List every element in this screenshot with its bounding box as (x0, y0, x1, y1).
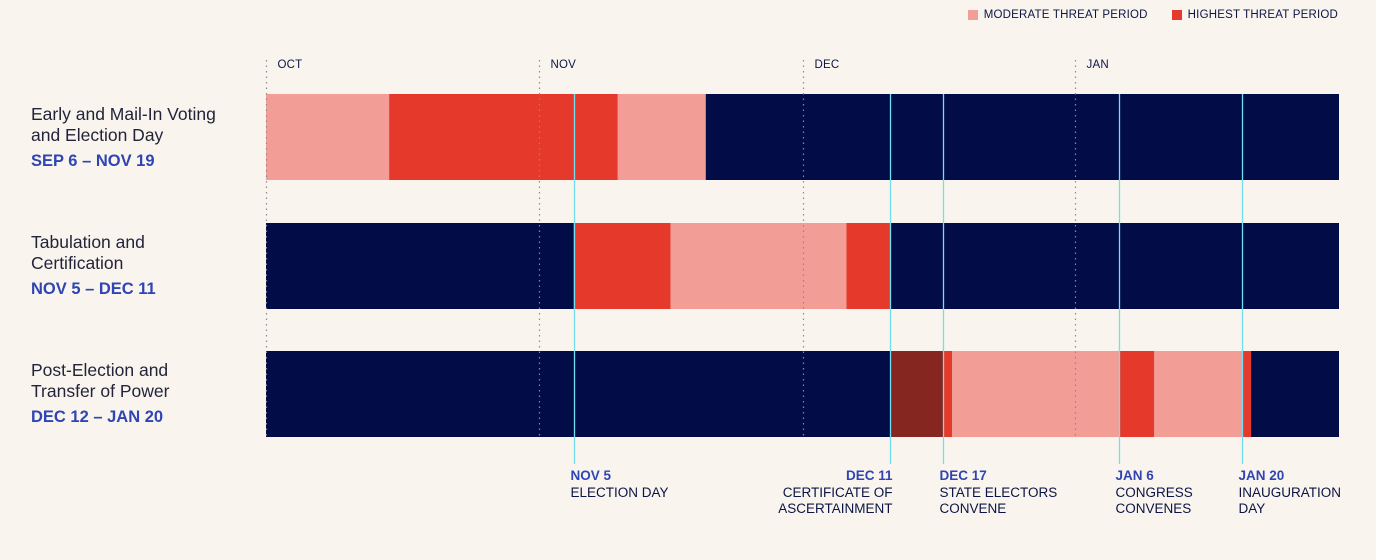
event-description: STATE ELECTORS (940, 485, 1058, 500)
highest-swatch (1171, 10, 1182, 20)
bar-segment-highest (943, 351, 953, 437)
bar-segment-moderate (952, 351, 1120, 437)
row-title-line: Transfer of Power (31, 381, 170, 401)
event-date-label: JAN 20 (1239, 468, 1285, 483)
row-date-range: SEP 6 – NOV 19 (31, 152, 155, 170)
event-description: CERTIFICATE OF (783, 485, 893, 500)
row-title-line: Post-Election and (31, 360, 169, 380)
bar-segment-highest (846, 223, 891, 309)
event-description: DAY (1239, 501, 1266, 516)
legend-item-moderate: MODERATE THREAT PERIOD (967, 9, 1148, 21)
bar-segment-baseline (1251, 351, 1339, 437)
row-title-line: Certification (31, 253, 124, 273)
row-label-tabulation: Tabulation and Certification NOV 5 – DEC… (31, 232, 251, 299)
row-title-line: and Election Day (31, 125, 164, 145)
bar-segment-highest (389, 94, 618, 180)
legend-label-moderate: MODERATE THREAT PERIOD (983, 9, 1148, 21)
bar-segment-baseline (266, 223, 574, 309)
month-label: NOV (551, 59, 577, 71)
row-title-transfer: Post-Election and Transfer of Power (31, 360, 251, 402)
bar-segment-highest (573, 223, 671, 309)
row-title-tabulation: Tabulation and Certification (31, 232, 251, 274)
event-description: ELECTION DAY (571, 485, 669, 500)
row-date-range: NOV 5 – DEC 11 (31, 280, 156, 298)
row-title-voting: Early and Mail-In Voting and Election Da… (31, 104, 251, 146)
bar-segment-baseline (266, 351, 891, 437)
month-label: OCT (278, 59, 303, 71)
bar-segment-darkest (890, 351, 944, 437)
row-label-voting: Early and Mail-In Voting and Election Da… (31, 104, 251, 171)
bar-segment-moderate (1154, 351, 1243, 437)
row-title-line: Early and Mail-In Voting (31, 104, 216, 124)
bar-segment-moderate (670, 223, 847, 309)
event-description: INAUGURATION (1239, 485, 1342, 500)
bar-segment-baseline (890, 223, 1339, 309)
legend: MODERATE THREAT PERIOD HIGHEST THREAT PE… (967, 9, 1338, 21)
event-description: CONVENES (1116, 501, 1192, 516)
event-date-label: DEC 17 (940, 468, 987, 483)
event-description: ASCERTAINMENT (778, 501, 892, 516)
event-description: CONGRESS (1116, 485, 1193, 500)
month-label: DEC (815, 59, 840, 71)
row-title-line: Tabulation and (31, 232, 145, 252)
legend-item-highest: HIGHEST THREAT PERIOD (1171, 9, 1338, 21)
event-date-label: JAN 6 (1116, 468, 1155, 483)
bar-segment-baseline (705, 94, 1339, 180)
event-date-label: DEC 11 (846, 468, 893, 483)
row-label-transfer: Post-Election and Transfer of Power DEC … (31, 360, 251, 427)
bar-segment-moderate (617, 94, 706, 180)
event-date-label: NOV 5 (571, 468, 612, 483)
event-description: CONVENE (940, 501, 1007, 516)
row-date-range: DEC 12 – JAN 20 (31, 408, 164, 426)
bar-segment-moderate (266, 94, 390, 180)
bar-segment-highest (1119, 351, 1155, 437)
bar-segment-highest (1242, 351, 1252, 437)
month-label: JAN (1087, 59, 1109, 71)
legend-label-highest: HIGHEST THREAT PERIOD (1187, 9, 1338, 21)
moderate-swatch (967, 10, 978, 20)
